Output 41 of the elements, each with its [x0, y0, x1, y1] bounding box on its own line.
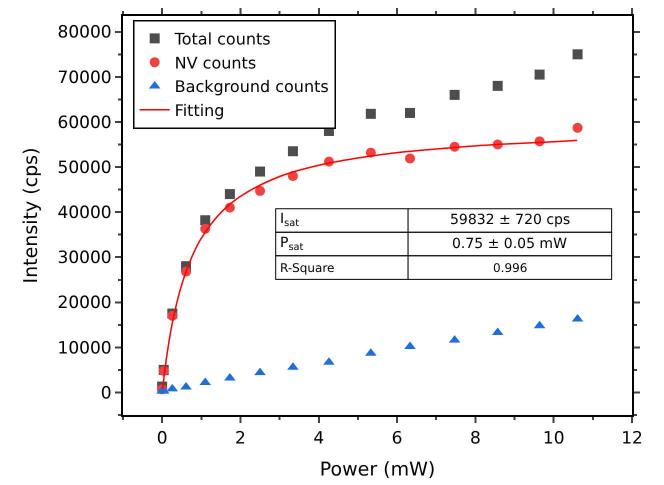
point [492, 80, 503, 91]
point [572, 49, 583, 60]
y-tick-label: 80000 [58, 22, 112, 43]
annotation: I$_{sat}$ [280, 211, 300, 229]
point [255, 186, 266, 196]
point [366, 108, 376, 119]
y-tick-label: 70000 [58, 68, 112, 88]
x-tick-label: 8 [470, 428, 481, 448]
point [405, 108, 415, 118]
annotation: 0.996 [493, 261, 528, 275]
x-tick-label: 10 [542, 428, 565, 448]
x-tick-label: 12 [621, 428, 643, 448]
y-tick-label: 0 [100, 383, 112, 404]
point [200, 215, 210, 226]
x-axis-title: Power (mW) [320, 458, 436, 481]
legend-label: Background counts [174, 77, 329, 96]
x-tick-label: 4 [313, 428, 324, 448]
point [572, 122, 583, 133]
y-tick-label: 50000 [58, 158, 112, 178]
point [534, 70, 545, 80]
annotation: R-Square [280, 261, 334, 275]
y-tick-label: 20000 [58, 293, 112, 314]
x-tick-label: 2 [235, 428, 246, 448]
legend-label: NV counts [174, 53, 256, 72]
x-tick-label: 6 [392, 428, 402, 448]
annotation: 59832 ± 720 cps [450, 212, 570, 228]
point [450, 90, 460, 100]
legend-label: Fitting [174, 101, 224, 120]
y-tick-label: 30000 [58, 248, 112, 268]
annotation: P$_{sat}$ [280, 235, 304, 253]
point [255, 166, 266, 177]
point [405, 153, 415, 164]
point [288, 146, 298, 156]
point [224, 189, 235, 200]
legend-label: Total counts [174, 30, 271, 49]
annotation: 0.75 ± 0.05 mW [452, 236, 568, 252]
y-tick-label: 40000 [58, 203, 112, 224]
y-axis-title: Intensity (cps) [20, 148, 42, 284]
x-tick-label: 0 [156, 428, 168, 448]
y-tick-label: 10000 [58, 338, 112, 358]
y-tick-label: 60000 [58, 112, 112, 133]
